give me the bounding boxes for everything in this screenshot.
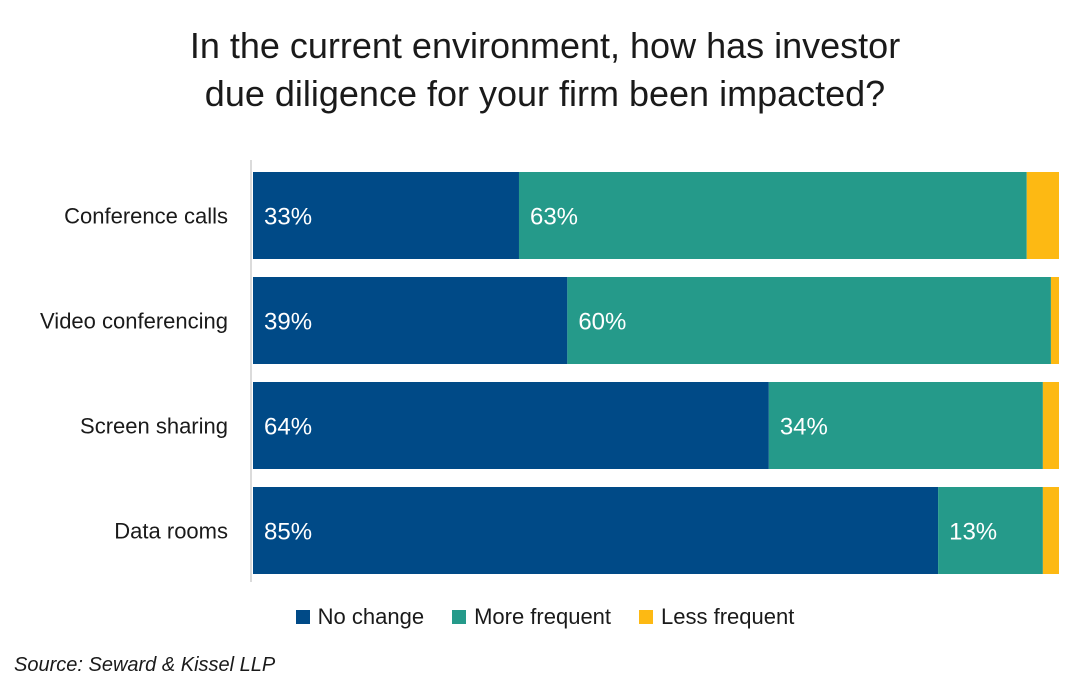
data-label: 63% <box>530 204 578 231</box>
chart-title: In the current environment, how has inve… <box>0 22 1090 118</box>
data-label: 60% <box>578 309 626 336</box>
legend-swatch-more-frequent <box>452 610 467 624</box>
data-label: 34% <box>780 414 828 441</box>
legend-item-no-change: No change <box>295 604 425 630</box>
category-label: Video conferencing <box>40 309 228 334</box>
legend-swatch-no-change <box>295 610 310 624</box>
bar-segment-no-change <box>253 277 568 364</box>
chart-title-line-2: due diligence for your firm been impacte… <box>204 73 886 114</box>
legend-label-no-change: No change <box>317 604 425 629</box>
legend-label-less-frequent: Less frequent <box>661 604 795 629</box>
legend-label-more-frequent: More frequent <box>474 604 612 629</box>
bar-segment-less-frequent <box>1042 382 1059 469</box>
bar-segment-less-frequent <box>1026 172 1059 259</box>
legend: No change More frequent Less frequent <box>0 604 1090 630</box>
bar-segment-no-change <box>253 382 769 469</box>
source-note: Source: Seward & Kissel LLP <box>14 654 276 676</box>
bar-segment-more-frequent <box>518 172 1027 259</box>
data-label: 33% <box>264 204 312 231</box>
data-label: 64% <box>264 414 312 441</box>
bar-segment-less-frequent <box>1042 487 1059 574</box>
bar-segment-more-frequent <box>567 277 1051 364</box>
bar-segment-no-change <box>253 172 519 259</box>
data-label: 39% <box>264 309 312 336</box>
bar-segment-more-frequent <box>938 487 1043 574</box>
chart-title-line-1: In the current environment, how has inve… <box>189 25 901 66</box>
category-label: Data rooms <box>114 519 228 544</box>
legend-swatch-less-frequent <box>639 610 654 624</box>
bar-segment-no-change <box>253 487 939 574</box>
category-label: Conference calls <box>64 204 228 229</box>
data-label: 85% <box>264 519 312 546</box>
legend-item-less-frequent: Less frequent <box>639 604 794 630</box>
bar-segment-more-frequent <box>768 382 1043 469</box>
legend-item-more-frequent: More frequent <box>452 604 611 630</box>
bar-segment-less-frequent <box>1050 277 1059 364</box>
category-label: Screen sharing <box>80 414 228 439</box>
data-label: 13% <box>949 519 997 546</box>
